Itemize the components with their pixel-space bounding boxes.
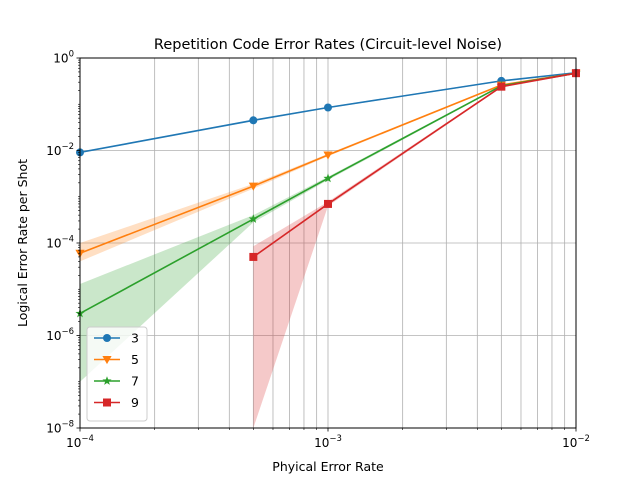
legend-marker-5 [102,356,112,365]
legend-label-3: 3 [131,331,139,346]
point-series-9 [497,82,506,91]
point-series-3 [324,103,332,112]
point-series-5 [323,151,333,160]
point-series-7 [323,173,333,183]
legend-label-7: 7 [131,374,139,389]
x-tick-label: 10−4 [66,434,94,450]
point-series-9 [249,252,258,261]
legend-label-9: 9 [131,395,139,410]
point-series-9 [324,199,332,208]
legend-marker-9 [103,398,111,407]
axis-ticks: 10−4 10−3 10−2 10−8 10−6 10−4 10−2 100 [46,50,590,451]
x-tick-label: 10−2 [562,434,590,450]
y-tick-label: 10−8 [46,420,74,436]
y-tick-label: 10−6 [46,327,74,343]
grid-lines [79,57,577,429]
chart-title: Repetition Code Error Rates (Circuit-lev… [154,37,502,53]
point-series-3 [249,116,258,125]
legend-marker-3 [103,334,111,342]
x-axis-label: Phyical Error Rate [272,459,384,474]
band-series-9 [253,72,577,428]
y-axis-label: Logical Error Rate per Shot [15,159,30,327]
series-markers [75,68,581,318]
legend-marker-7 [102,376,112,385]
x-tick-label: 10−3 [314,434,342,450]
point-series-7 [248,214,258,223]
line-series-9 [252,72,577,258]
legend-label-5: 5 [131,352,139,367]
point-series-5 [248,182,258,191]
y-tick-label: 100 [53,50,74,66]
plot-frame [79,57,577,429]
legend-box [86,326,148,422]
y-tick-label: 10−2 [46,142,74,158]
legend: 3 5 7 9 [86,326,148,422]
y-tick-label: 10−4 [46,235,74,251]
